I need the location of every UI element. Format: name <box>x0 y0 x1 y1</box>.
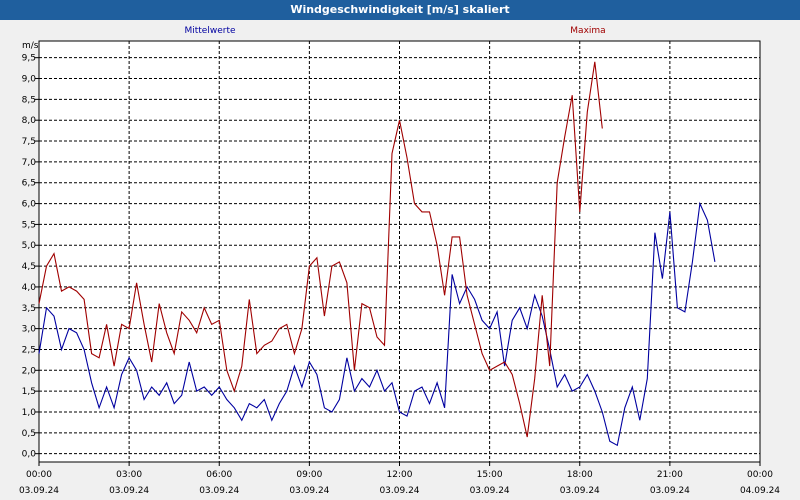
y-tick-label: 6,5 <box>22 179 36 189</box>
y-tick-label: 9,0 <box>22 75 37 85</box>
legend-mittelwerte: Mittelwerte <box>184 26 235 36</box>
y-tick-label: 8,5 <box>22 95 36 105</box>
y-tick-label: 3,5 <box>22 304 36 314</box>
x-tick-time-label: 15:00 <box>477 470 503 480</box>
series-line-mittelwerte <box>38 201 716 447</box>
x-tick-time-label: 00:00 <box>26 470 52 480</box>
legend-maxima: Maxima <box>570 26 605 36</box>
x-tick-date-label: 03.09.24 <box>289 486 329 496</box>
y-tick-label: 9,5 <box>22 54 36 64</box>
x-tick-time-label: 00:00 <box>747 470 773 480</box>
y-tick-label: 3,0 <box>22 325 37 335</box>
x-axis: 00:00 03.09.24 03:00 03.09.24 06:00 03.09.24 0… <box>19 462 780 496</box>
x-tick-date-label: 03.09.24 <box>650 486 690 496</box>
y-tick-label: 5,0 <box>22 241 37 251</box>
chart-title: Windgeschwindigkeit [m/s] skaliert <box>0 0 800 20</box>
y-tick-label: 0,0 <box>22 450 37 460</box>
y-tick-label: 4,0 <box>22 283 37 293</box>
y-tick-label: 2,5 <box>22 345 36 355</box>
y-tick-label: 1,0 <box>22 408 37 418</box>
x-tick-date-label: 03.09.24 <box>19 486 59 496</box>
y-tick-label: 4,5 <box>22 262 36 272</box>
x-tick-time-label: 03:00 <box>116 470 142 480</box>
x-tick-time-label: 21:00 <box>657 470 683 480</box>
series-line-maxima <box>38 61 603 438</box>
y-tick-label: 1,5 <box>22 387 36 397</box>
x-tick-date-label: 03.09.24 <box>109 486 149 496</box>
x-tick-time-label: 09:00 <box>296 470 322 480</box>
x-tick-date-label: 03.09.24 <box>199 486 239 496</box>
y-tick-label: 7,0 <box>22 158 37 168</box>
y-tick-label: 5,5 <box>22 220 36 230</box>
x-tick-time-label: 12:00 <box>387 470 413 480</box>
y-tick-label: 6,0 <box>22 200 37 210</box>
x-tick-date-label: 03.09.24 <box>470 486 510 496</box>
series-lines <box>38 61 716 447</box>
x-tick-date-label: 03.09.24 <box>560 486 600 496</box>
x-tick-date-label: 03.09.24 <box>379 486 419 496</box>
y-axis: 0,0 0,5 1,0 1,5 2,0 2,5 3,0 3,5 4,0 4,5 5,0 5,5 6,0 6… <box>22 54 39 460</box>
x-tick-time-label: 18:00 <box>567 470 593 480</box>
y-tick-label: 7,5 <box>22 137 36 147</box>
y-tick-label: 0,5 <box>22 429 36 439</box>
y-tick-label: 2,0 <box>22 366 37 376</box>
x-tick-date-label: 04.09.24 <box>740 486 780 496</box>
x-tick-time-label: 06:00 <box>206 470 232 480</box>
y-tick-label: 8,0 <box>22 116 37 126</box>
y-axis-label: m/s <box>22 41 39 51</box>
